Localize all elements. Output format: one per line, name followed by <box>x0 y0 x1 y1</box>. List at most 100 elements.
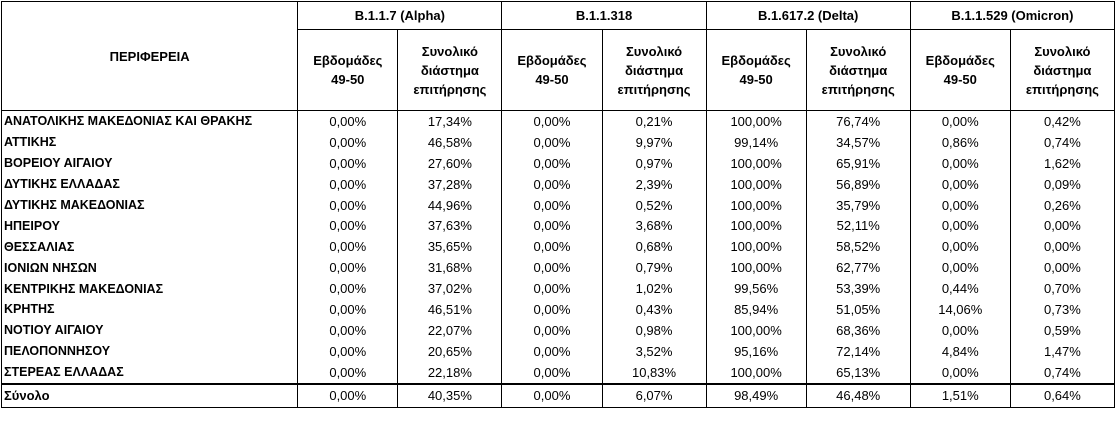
percent-cell: 46,51% <box>397 299 503 320</box>
percent-cell: 0,26% <box>1009 194 1116 216</box>
region-name-cell: ΑΤΤΙΚΗΣ <box>0 131 299 153</box>
total-percent-cell: 0,00% <box>297 382 399 408</box>
percent-cell: 0,73% <box>1009 299 1116 320</box>
percent-cell: 0,70% <box>1009 278 1116 300</box>
percent-cell: 0,21% <box>601 109 707 132</box>
percent-cell: 0,00% <box>297 340 399 362</box>
total-percent-cell: 1,51% <box>909 382 1011 408</box>
table-body: ΑΝΑΤΟΛΙΚΗΣ ΜΑΚΕΔΟΝΙΑΣ ΚΑΙ ΘΡΑΚΗΣ 0,00% 17,… <box>0 109 1116 384</box>
percent-cell: 0,00% <box>297 109 399 132</box>
weeks-subheader: Εβδομάδες 49-50 <box>501 29 603 111</box>
total-period-subheader-line: διάστημα <box>1033 62 1092 78</box>
percent-cell: 53,39% <box>805 278 911 300</box>
weeks-subheader: Εβδομάδες 49-50 <box>705 29 807 111</box>
subheader-row: Εβδομάδες 49-50 Συνολικό διάστημα επιτήρησης… <box>2 29 1116 111</box>
total-period-subheader-line: διάστημα <box>625 62 684 78</box>
percent-cell: 65,13% <box>805 361 911 384</box>
percent-cell: 0,00% <box>297 299 399 320</box>
percent-cell: 0,00% <box>909 194 1011 216</box>
total-percent-cell: 0,64% <box>1009 382 1116 408</box>
percent-cell: 9,97% <box>601 131 707 153</box>
percent-cell: 100,00% <box>705 215 807 237</box>
total-period-subheader-line: Συνολικό <box>830 43 887 59</box>
percent-cell: 0,00% <box>297 173 399 195</box>
percent-cell: 0,74% <box>1009 361 1116 384</box>
table-row: ΝΟΤΙΟΥ ΑΙΓΑΙΟΥ 0,00% 22,07% 0,00% 0,98% 100,0… <box>0 319 1116 341</box>
region-name-cell: ΘΕΣΣΑΛΙΑΣ <box>0 236 299 258</box>
percent-cell: 0,00% <box>909 361 1011 384</box>
table-row: ΚΕΝΤΡΙΚΗΣ ΜΑΚΕΔΟΝΙΑΣ 0,00% 37,02% 0,00% 1,02… <box>0 278 1116 300</box>
percent-cell: 0,43% <box>601 299 707 320</box>
percent-cell: 35,79% <box>805 194 911 216</box>
table-row: ΔΥΤΙΚΗΣ ΕΛΛΑΔΑΣ 0,00% 37,28% 0,00% 2,39% 100,… <box>0 173 1116 195</box>
percent-cell: 35,65% <box>397 236 503 258</box>
region-column-header: ΠΕΡΙΦΕΡΕΙΑ <box>0 1 299 111</box>
region-name-cell: ΚΕΝΤΡΙΚΗΣ ΜΑΚΕΔΟΝΙΑΣ <box>0 278 299 300</box>
percent-cell: 34,57% <box>805 131 911 153</box>
percent-cell: 0,00% <box>909 215 1011 237</box>
total-period-subheader-line: επιτήρησης <box>1025 81 1099 97</box>
total-period-subheader-line: επιτήρησης <box>413 81 487 97</box>
total-percent-cell: 6,07% <box>601 382 707 408</box>
percent-cell: 99,14% <box>705 131 807 153</box>
percent-cell: 100,00% <box>705 319 807 341</box>
total-percent-cell: 40,35% <box>397 382 503 408</box>
table-row: ΑΝΑΤΟΛΙΚΗΣ ΜΑΚΕΔΟΝΙΑΣ ΚΑΙ ΘΡΑΚΗΣ 0,00% 17,… <box>0 109 1116 132</box>
variant-table-container: ΠΕΡΙΦΕΡΕΙΑ B.1.1.7 (Alpha) B.1.1.318 B.1… <box>0 1 1116 408</box>
percent-cell: 0,00% <box>909 319 1011 341</box>
percent-cell: 3,68% <box>601 215 707 237</box>
percent-cell: 0,00% <box>297 215 399 237</box>
variant-header-delta: B.1.617.2 (Delta) <box>705 1 911 30</box>
total-period-subheader-line: επιτήρησης <box>821 81 895 97</box>
percent-cell: 0,86% <box>909 131 1011 153</box>
percent-cell: 44,96% <box>397 194 503 216</box>
percent-cell: 20,65% <box>397 340 503 362</box>
percent-cell: 95,16% <box>705 340 807 362</box>
percent-cell: 0,00% <box>501 340 603 362</box>
percent-cell: 0,00% <box>297 278 399 300</box>
table-footer: Σύνολο 0,00% 40,35% 0,00% 6,07% 98,49% 46,48% 1… <box>0 382 1116 408</box>
variant-distribution-table: ΠΕΡΙΦΕΡΕΙΑ B.1.1.7 (Alpha) B.1.1.318 B.1… <box>0 1 1116 408</box>
percent-cell: 2,39% <box>601 173 707 195</box>
percent-cell: 37,28% <box>397 173 503 195</box>
total-percent-cell: 98,49% <box>705 382 807 408</box>
total-percent-cell: 0,00% <box>501 382 603 408</box>
total-period-subheader: Συνολικό διάστημα επιτήρησης <box>805 29 911 111</box>
weeks-subheader-line: 49-50 <box>331 72 365 87</box>
percent-cell: 0,52% <box>601 194 707 216</box>
percent-cell: 0,00% <box>501 319 603 341</box>
weeks-subheader-line: Εβδομάδες <box>721 53 791 68</box>
percent-cell: 22,07% <box>397 319 503 341</box>
percent-cell: 100,00% <box>705 194 807 216</box>
percent-cell: 0,00% <box>1009 257 1116 279</box>
percent-cell: 65,91% <box>805 152 911 174</box>
table-row: ΙΟΝΙΩΝ ΝΗΣΩΝ 0,00% 31,68% 0,00% 0,79% 100,00%… <box>0 257 1116 279</box>
variant-header-row: ΠΕΡΙΦΕΡΕΙΑ B.1.1.7 (Alpha) B.1.1.318 B.1… <box>0 1 1116 111</box>
table-row: ΣΤΕΡΕΑΣ ΕΛΛΑΔΑΣ 0,00% 22,18% 0,00% 10,83% 100… <box>0 361 1116 384</box>
percent-cell: 0,09% <box>1009 173 1116 195</box>
percent-cell: 100,00% <box>705 257 807 279</box>
percent-cell: 0,00% <box>501 215 603 237</box>
total-period-subheader-line: Συνολικό <box>421 43 478 59</box>
percent-cell: 4,84% <box>909 340 1011 362</box>
total-period-subheader: Συνολικό διάστημα επιτήρησης <box>1009 29 1116 111</box>
weeks-subheader-line: Εβδομάδες <box>925 53 995 68</box>
percent-cell: 0,00% <box>909 109 1011 132</box>
region-name-cell: ΙΟΝΙΩΝ ΝΗΣΩΝ <box>0 257 299 279</box>
percent-cell: 99,56% <box>705 278 807 300</box>
percent-cell: 0,00% <box>501 152 603 174</box>
percent-cell: 52,11% <box>805 215 911 237</box>
total-percent-cell: 46,48% <box>805 382 911 408</box>
variant-header-alpha: B.1.1.7 (Alpha) <box>297 1 503 30</box>
table-row: ΒΟΡΕΙΟΥ ΑΙΓΑΙΟΥ 0,00% 27,60% 0,00% 0,97% 100,… <box>0 152 1116 174</box>
percent-cell: 58,52% <box>805 236 911 258</box>
percent-cell: 22,18% <box>397 361 503 384</box>
region-name-cell: ΔΥΤΙΚΗΣ ΜΑΚΕΔΟΝΙΑΣ <box>0 194 299 216</box>
percent-cell: 0,00% <box>501 361 603 384</box>
region-name-cell: ΚΡΗΤΗΣ <box>0 299 299 320</box>
percent-cell: 0,97% <box>601 152 707 174</box>
percent-cell: 31,68% <box>397 257 503 279</box>
percent-cell: 0,59% <box>1009 319 1116 341</box>
percent-cell: 0,00% <box>297 319 399 341</box>
percent-cell: 0,00% <box>501 194 603 216</box>
